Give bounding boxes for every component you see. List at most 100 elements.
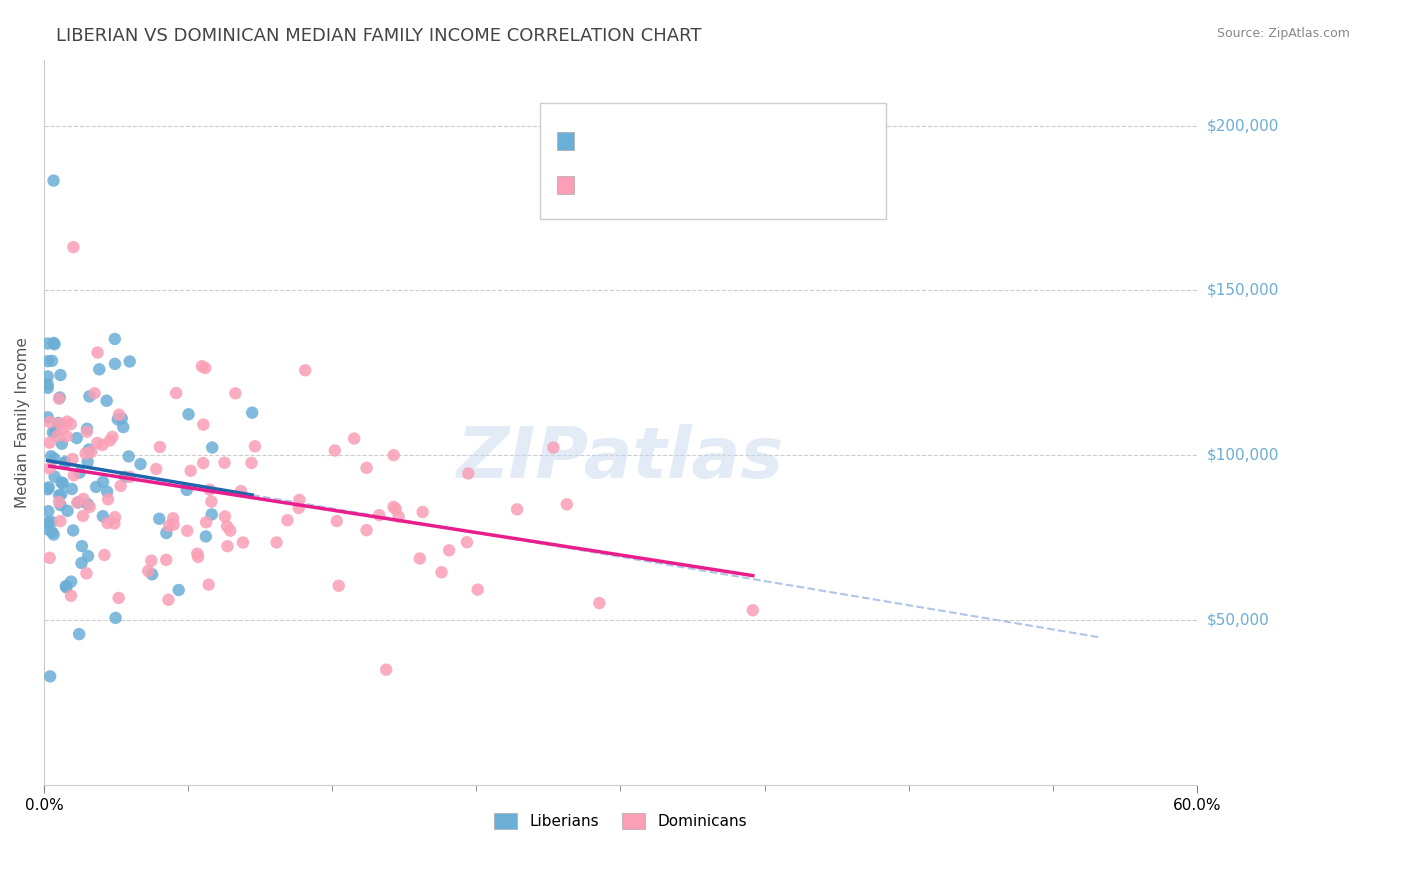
Point [384, 502, 406, 516]
Point [110, 479, 132, 493]
Text: $200,000: $200,000 [1206, 118, 1279, 133]
Point [382, 500, 405, 514]
Point [112, 420, 135, 434]
Point [44, 337, 66, 351]
Point [37, 410, 59, 425]
Point [49, 368, 72, 382]
Point [118, 470, 141, 484]
Point [240, 406, 263, 420]
Point [77, 549, 100, 563]
Point [51, 475, 73, 490]
Point [72, 508, 94, 523]
Point [145, 462, 167, 476]
Point [48, 417, 70, 431]
Point [328, 579, 350, 593]
Point [104, 611, 127, 625]
Point [193, 417, 215, 432]
Point [75, 566, 97, 581]
Point [456, 535, 478, 549]
Point [356, 460, 378, 475]
Point [506, 502, 529, 516]
Point [91, 438, 114, 452]
Text: R = -0.592   N = 101: R = -0.592 N = 101 [581, 176, 725, 190]
Point [55, 581, 77, 595]
Point [412, 505, 434, 519]
Point [368, 508, 391, 523]
Point [96, 393, 118, 408]
Point [141, 567, 163, 582]
Point [266, 535, 288, 549]
Point [276, 513, 298, 527]
Point [69, 466, 91, 480]
Point [67, 627, 90, 641]
Text: LIBERIAN VS DOMINICAN MEDIAN FAMILY INCOME CORRELATION CHART: LIBERIAN VS DOMINICAN MEDIAN FAMILY INCO… [56, 27, 702, 45]
FancyBboxPatch shape [557, 132, 574, 150]
Point [59, 417, 82, 431]
Point [52, 476, 75, 491]
Point [387, 509, 409, 524]
Point [76, 422, 98, 436]
Point [67, 495, 90, 509]
Point [91, 509, 114, 524]
Point [114, 470, 136, 484]
Point [356, 523, 378, 537]
Point [194, 361, 217, 376]
Point [118, 450, 141, 464]
Point [437, 543, 460, 558]
Point [176, 483, 198, 497]
Point [44, 469, 66, 483]
Point [243, 439, 266, 453]
Point [194, 529, 217, 543]
Point [118, 354, 141, 368]
Point [76, 425, 98, 439]
Point [155, 553, 177, 567]
Point [39, 669, 62, 683]
Point [163, 517, 186, 532]
Point [72, 491, 94, 506]
Point [48, 488, 70, 502]
Point [219, 524, 242, 538]
Point [186, 547, 208, 561]
Point [101, 430, 124, 444]
Point [287, 501, 309, 516]
Point [104, 357, 127, 371]
Point [409, 551, 432, 566]
Point [38, 550, 60, 565]
Text: Source: ZipAtlas.com: Source: ZipAtlas.com [1216, 27, 1350, 40]
Point [48, 391, 70, 405]
Point [149, 440, 172, 454]
Point [42, 173, 65, 187]
Point [37, 516, 59, 530]
Point [343, 432, 366, 446]
Point [197, 577, 219, 591]
Point [76, 455, 98, 469]
Point [326, 514, 349, 528]
Point [96, 484, 118, 499]
Legend: Liberians, Dominicans: Liberians, Dominicans [488, 807, 752, 836]
Point [55, 579, 77, 593]
Point [79, 389, 101, 403]
Point [177, 407, 200, 421]
Point [38, 415, 60, 429]
Point [38, 461, 60, 475]
Point [37, 482, 59, 496]
Point [96, 516, 118, 530]
Text: R = -0.317   N = 79: R = -0.317 N = 79 [581, 132, 716, 146]
Point [41, 525, 63, 540]
Point [232, 535, 254, 549]
Point [63, 468, 86, 483]
Point [60, 574, 83, 589]
Point [167, 582, 190, 597]
Point [97, 492, 120, 507]
Text: $50,000: $50,000 [1206, 613, 1270, 628]
Point [76, 497, 98, 511]
Point [165, 386, 187, 401]
Point [288, 492, 311, 507]
Point [66, 495, 89, 509]
Point [214, 456, 236, 470]
Point [543, 441, 565, 455]
Point [323, 443, 346, 458]
Point [53, 456, 76, 470]
Point [53, 455, 76, 469]
Point [37, 522, 59, 536]
